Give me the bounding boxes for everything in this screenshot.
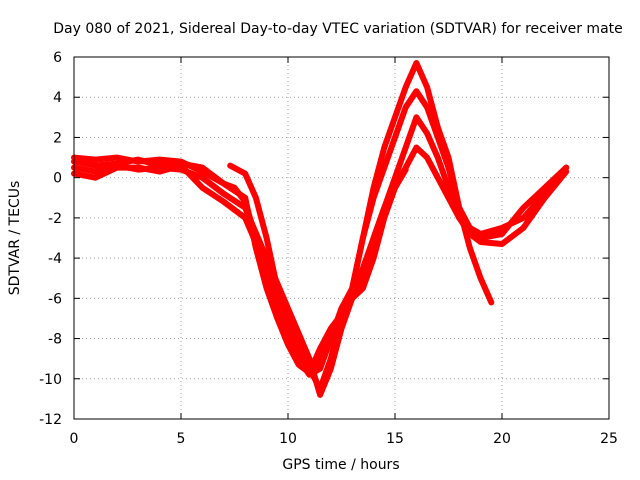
y-tick-label: 4 [53, 90, 62, 106]
y-tick-label: -6 [48, 291, 62, 307]
y-axis-label: SDTVAR / TECUs [7, 181, 23, 296]
x-tick-label: 5 [177, 431, 186, 447]
grid-lines [74, 57, 609, 419]
y-tick-label: 6 [53, 50, 62, 66]
y-tick-label: -2 [48, 211, 62, 227]
series-track-5 [227, 162, 409, 372]
x-tick-label: 25 [600, 431, 618, 447]
x-tick-label: 15 [386, 431, 404, 447]
x-tick-label: 0 [70, 431, 79, 447]
y-tick-label: -12 [39, 412, 62, 428]
y-tick-label: -8 [48, 332, 62, 348]
x-axis-label: GPS time / hours [282, 457, 399, 473]
y-tick-label: -10 [39, 372, 62, 388]
x-tick-label: 10 [279, 431, 297, 447]
chart-title: Day 080 of 2021, Sidereal Day-to-day VTE… [53, 21, 623, 37]
y-tick-label: -4 [48, 251, 62, 267]
y-tick-label: 2 [53, 130, 62, 146]
series-track-4 [71, 144, 570, 398]
x-tick-label: 20 [493, 431, 511, 447]
data-series [71, 60, 570, 398]
plot-frame [73, 56, 610, 420]
y-tick-label: 0 [53, 171, 62, 187]
